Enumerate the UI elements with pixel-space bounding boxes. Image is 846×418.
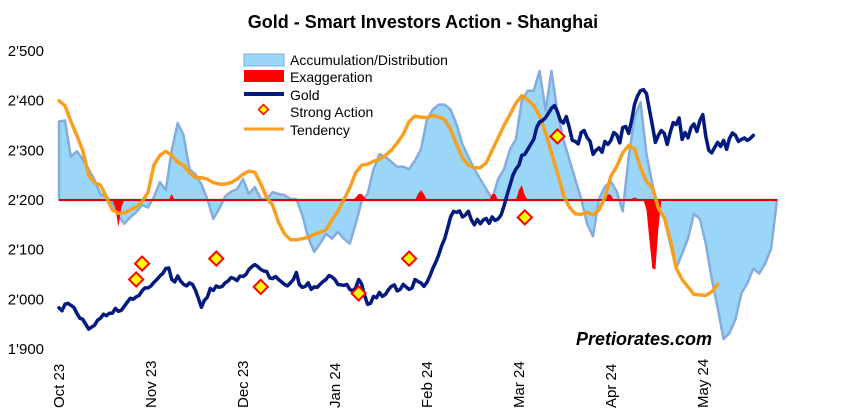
legend-swatch-accumulation bbox=[243, 53, 285, 67]
y-tick-label: 1'900 bbox=[8, 341, 44, 358]
legend-swatch-exaggeration bbox=[244, 70, 284, 82]
legend-label-gold: Gold bbox=[290, 87, 320, 103]
y-tick-label: 2'000 bbox=[8, 291, 44, 308]
x-tick-label: May 24 bbox=[695, 359, 712, 408]
y-tick-label: 2'500 bbox=[8, 43, 44, 60]
x-tick-label: Feb 24 bbox=[419, 361, 436, 408]
strong-action-marker bbox=[127, 270, 145, 288]
strong-action-marker bbox=[400, 250, 418, 268]
x-tick-label: Mar 24 bbox=[511, 361, 528, 408]
strong-action-marker bbox=[548, 127, 566, 145]
y-tick-label: 2'100 bbox=[8, 242, 44, 259]
y-tick-label: 2'200 bbox=[8, 192, 44, 209]
legend-label-strong-action: Strong Action bbox=[290, 104, 373, 120]
x-tick-label: Nov 23 bbox=[143, 360, 160, 408]
y-tick-label: 2'400 bbox=[8, 93, 44, 110]
legend-swatch-strong-action bbox=[257, 103, 270, 116]
strong-action-markers bbox=[127, 127, 566, 302]
gold-price-line bbox=[57, 87, 756, 331]
x-tick-label: Jan 24 bbox=[327, 363, 344, 408]
x-axis-ticks: Oct 23 Nov 23 Dec 23 Jan 24 Feb 24 Mar 24 Apr … bbox=[51, 359, 712, 408]
tendency-line bbox=[57, 93, 720, 298]
x-tick-label: Dec 23 bbox=[235, 360, 252, 408]
y-tick-label: 2'300 bbox=[8, 142, 44, 159]
strong-action-marker bbox=[133, 255, 151, 273]
y-axis-ticks: 2'500 2'400 2'300 2'200 2'100 2'000 1'900 bbox=[8, 43, 44, 358]
strong-action-marker bbox=[516, 208, 534, 226]
x-tick-label: Oct 23 bbox=[51, 364, 68, 408]
strong-action-marker bbox=[350, 284, 368, 302]
watermark-pretiorates: Pretiorates.com bbox=[576, 329, 712, 349]
chart-title: Gold - Smart Investors Action - Shanghai bbox=[248, 12, 598, 32]
strong-action-marker bbox=[207, 250, 225, 268]
legend-label-exaggeration: Exaggeration bbox=[290, 69, 373, 85]
legend-label-tendency: Tendency bbox=[290, 122, 350, 138]
x-tick-label: Apr 24 bbox=[603, 364, 620, 408]
legend-label-accumulation: Accumulation/Distribution bbox=[290, 52, 448, 68]
strong-action-marker bbox=[252, 278, 270, 296]
plot-area bbox=[57, 69, 779, 341]
legend: Accumulation/Distribution Exaggeration G… bbox=[243, 52, 448, 138]
